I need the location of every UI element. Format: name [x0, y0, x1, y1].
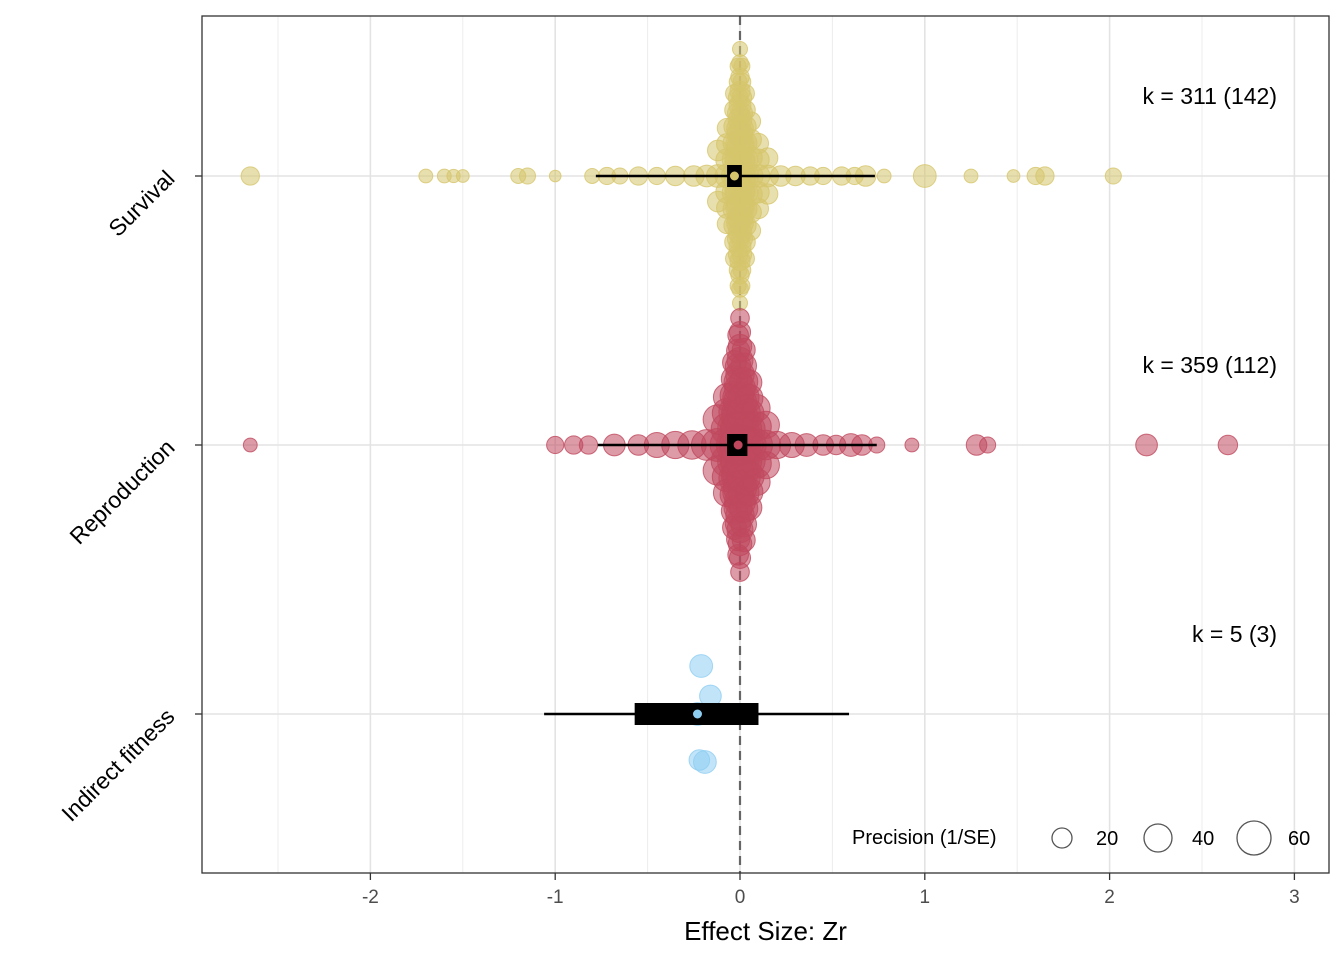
- y-axis: Survival Reproduction Indirect fitness: [56, 165, 202, 826]
- x-tick-label: 0: [735, 887, 746, 908]
- effect-point: [242, 437, 258, 453]
- effect-point: [736, 84, 755, 103]
- x-tick-label: 2: [1104, 887, 1115, 908]
- effect-point: [730, 308, 750, 328]
- effect-point: [546, 435, 565, 455]
- effect-point: [733, 277, 751, 295]
- effect-point: [1135, 433, 1158, 457]
- x-tick-label: 3: [1289, 887, 1300, 908]
- legend-label: 60: [1288, 828, 1310, 850]
- k-label: k = 311 (142): [1143, 83, 1277, 109]
- effect-point: [1104, 167, 1122, 185]
- x-tick-label: 1: [920, 887, 931, 908]
- category-label: Indirect fitness: [56, 703, 179, 826]
- effect-point: [1035, 166, 1055, 186]
- effect-point: [731, 337, 756, 362]
- effect-point: [548, 169, 562, 183]
- effect-point: [731, 528, 756, 553]
- effect-point: [963, 168, 979, 184]
- effect-point: [730, 562, 750, 582]
- legend-title: Precision (1/SE): [852, 827, 997, 849]
- effect-point: [912, 164, 937, 188]
- estimates-layer: [544, 165, 877, 725]
- k-labels: k = 311 (142) k = 359 (112) k = 5 (3): [1143, 83, 1277, 647]
- effect-point: [741, 220, 762, 241]
- effect-point: [418, 168, 434, 184]
- legend-circle: [1236, 820, 1272, 856]
- effect-point: [578, 435, 599, 455]
- effect-point: [240, 166, 260, 186]
- estimate-point: [729, 171, 739, 181]
- k-label: k = 5 (3): [1192, 621, 1277, 647]
- estimate-point: [692, 709, 702, 719]
- effect-size-points: [240, 41, 1239, 774]
- legend-label: 20: [1096, 828, 1118, 850]
- effect-point: [518, 167, 537, 185]
- effect-point: [688, 749, 711, 771]
- category-label: Reproduction: [64, 434, 179, 549]
- effect-point: [904, 437, 920, 453]
- x-tick-label: -2: [362, 887, 379, 908]
- effect-point: [741, 111, 762, 132]
- estimate-point: [733, 440, 743, 450]
- legend-circle: [1051, 827, 1073, 849]
- effect-point: [876, 168, 892, 184]
- effect-point: [736, 369, 763, 396]
- legend-circle: [1143, 823, 1173, 853]
- x-axis-title: Effect Size: Zr: [684, 916, 847, 946]
- effect-point: [757, 147, 779, 169]
- x-tick-label: -1: [547, 887, 564, 908]
- k-label: k = 359 (112): [1143, 352, 1277, 378]
- effect-point: [732, 41, 748, 57]
- x-axis: -2 -1 0 1 2 3: [362, 873, 1300, 908]
- effect-point: [736, 494, 763, 521]
- effect-point: [733, 57, 751, 75]
- effect-point: [757, 183, 779, 205]
- precision-legend: Precision (1/SE) 20 40 60: [852, 820, 1310, 856]
- effect-point: [689, 654, 714, 678]
- effect-point: [736, 249, 755, 268]
- category-label: Survival: [103, 165, 179, 241]
- effect-point: [1006, 169, 1021, 183]
- legend-label: 40: [1192, 828, 1214, 850]
- effect-point: [979, 436, 997, 454]
- effect-point: [1217, 434, 1239, 456]
- effect-point: [455, 169, 470, 183]
